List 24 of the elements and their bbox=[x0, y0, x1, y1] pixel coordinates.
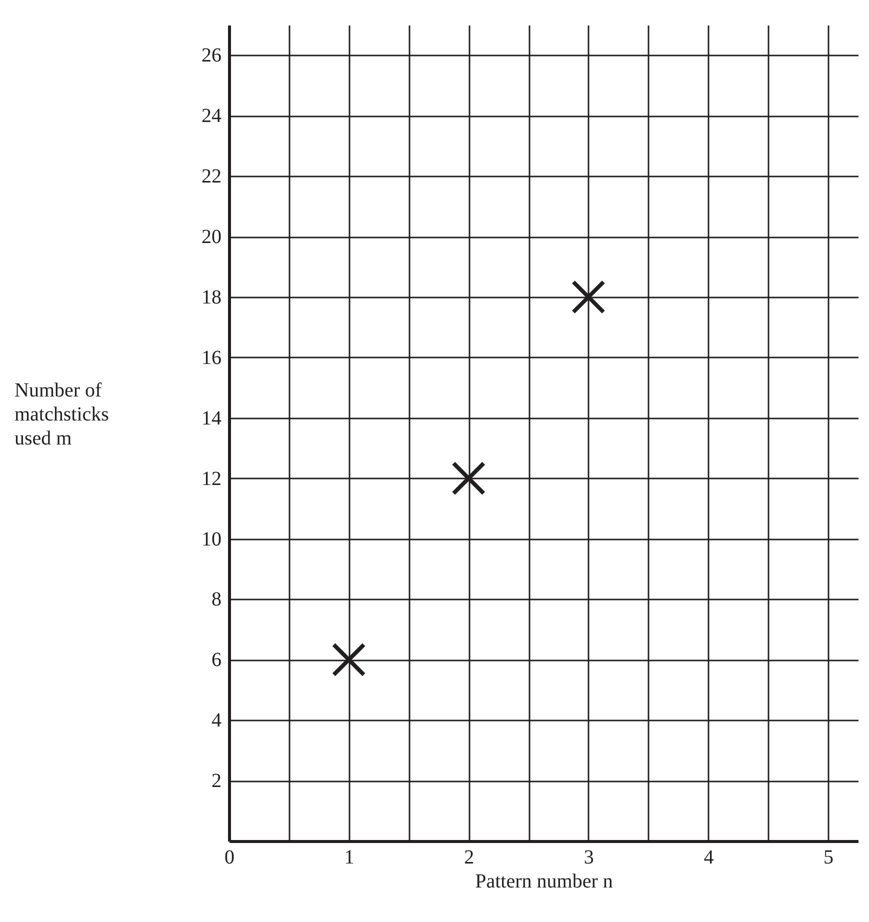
y-axis-title: Number of matchsticks used m bbox=[14, 380, 110, 450]
x-tick-label: 2 bbox=[464, 846, 474, 868]
y-tick-label: 6 bbox=[212, 649, 222, 672]
y-tick-label: 22 bbox=[202, 166, 222, 188]
point bbox=[332, 642, 366, 677]
x-tick-label: 5 bbox=[824, 846, 834, 868]
y-tick-label: 10 bbox=[202, 528, 222, 550]
x-tick-label: 0 bbox=[224, 846, 234, 868]
y-tick-label: 20 bbox=[202, 226, 222, 248]
y-tick-label: 24 bbox=[202, 105, 222, 128]
y-tick-label: 16 bbox=[202, 346, 222, 369]
y-tick-label: 14 bbox=[202, 407, 222, 430]
x-tick-label: 4 bbox=[704, 846, 714, 868]
y-tick-label: 18 bbox=[202, 286, 222, 308]
y-tick-label: 26 bbox=[202, 44, 222, 67]
point bbox=[571, 280, 606, 314]
x-tick-label: 3 bbox=[584, 846, 594, 868]
x-axis-title: Pattern number n bbox=[475, 870, 613, 892]
y-tick-label: 4 bbox=[212, 710, 222, 732]
y-tick-label: 8 bbox=[212, 588, 222, 611]
y-tick-label: 2 bbox=[212, 770, 222, 792]
y-tick-label: 12 bbox=[202, 468, 222, 490]
point bbox=[452, 461, 486, 496]
x-tick-label: 1 bbox=[344, 846, 354, 868]
